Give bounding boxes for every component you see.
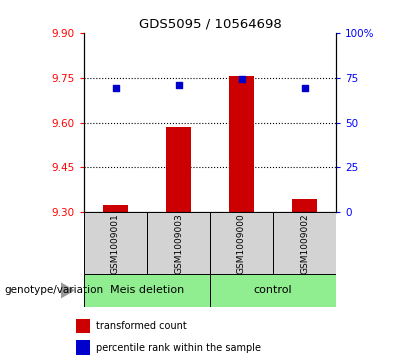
Bar: [292, 199, 317, 212]
Text: GSM1009002: GSM1009002: [300, 213, 309, 274]
Bar: [166, 127, 191, 212]
Text: genotype/variation: genotype/variation: [4, 285, 103, 295]
Bar: [103, 205, 128, 212]
Point: [238, 76, 245, 82]
Text: Meis deletion: Meis deletion: [110, 285, 184, 295]
Text: GSM1009000: GSM1009000: [237, 213, 246, 274]
Text: percentile rank within the sample: percentile rank within the sample: [96, 343, 261, 352]
Bar: [229, 76, 254, 212]
Bar: [210, 212, 273, 274]
Bar: [147, 212, 210, 274]
Point: [301, 85, 308, 91]
Title: GDS5095 / 10564698: GDS5095 / 10564698: [139, 17, 281, 30]
Bar: [210, 274, 336, 307]
Point: [175, 82, 182, 88]
Text: GSM1009001: GSM1009001: [111, 213, 120, 274]
Bar: [273, 212, 336, 274]
Text: GSM1009003: GSM1009003: [174, 213, 183, 274]
Bar: [76, 340, 90, 355]
Bar: [84, 212, 147, 274]
Text: control: control: [254, 285, 292, 295]
Point: [112, 85, 119, 91]
Bar: [84, 274, 210, 307]
Polygon shape: [61, 283, 74, 298]
Text: transformed count: transformed count: [96, 321, 187, 331]
Bar: [76, 319, 90, 333]
